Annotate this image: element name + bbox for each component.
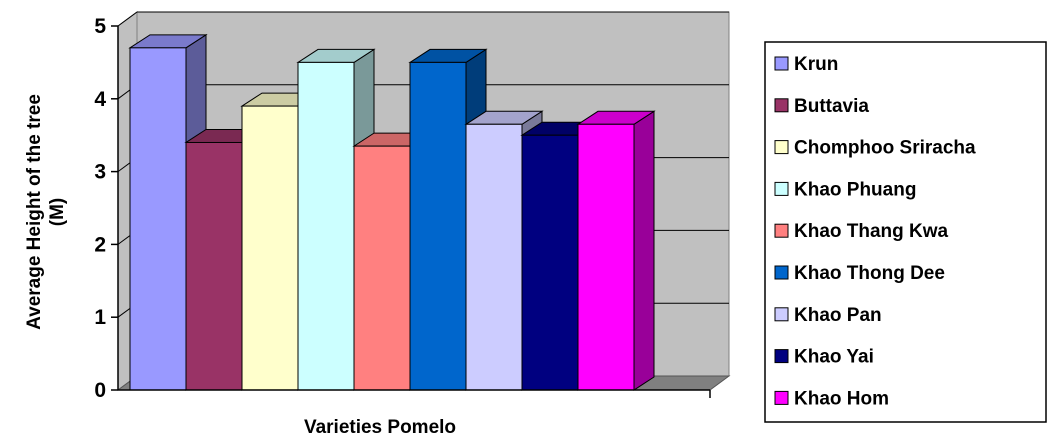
legend-item: Khao Pan (774, 305, 882, 326)
y-tick-label: 2 (94, 233, 106, 256)
legend-label: Krun (794, 54, 838, 75)
bars-layer (128, 33, 656, 391)
bar (576, 110, 656, 391)
y-tick-label: 4 (94, 88, 106, 111)
y-tick-label: 5 (94, 15, 106, 38)
legend-label: Khao Pan (794, 305, 882, 326)
legend-item: Khao Thong Dee (774, 263, 945, 284)
bar-front (241, 105, 299, 391)
legend-label: Khao Hom (794, 388, 889, 409)
legend: Krun Buttavia Chomphoo Sriracha Khao Phuang… (764, 41, 1047, 423)
legend-label: Khao Thang Kwa (794, 221, 949, 242)
legend-label: Khao Yai (794, 347, 874, 368)
legend-swatch (774, 223, 789, 238)
bar-front (185, 141, 243, 391)
legend-item: Chomphoo Sriracha (774, 138, 976, 159)
bar-front (521, 134, 579, 391)
bar-side (633, 110, 655, 391)
legend-swatch (774, 390, 789, 405)
axes-layer: 0 1 2 3 4 5 (94, 15, 711, 402)
legend-item: Khao Phuang (774, 179, 916, 200)
bar-front (577, 123, 635, 391)
bar-front (297, 61, 355, 391)
y-tick-label: 3 (94, 161, 106, 184)
legend-label: Chomphoo Sriracha (794, 138, 976, 159)
bar-front (465, 123, 523, 391)
legend-label: Buttavia (794, 96, 869, 117)
legend-item: Buttavia (774, 96, 869, 117)
legend-item: Krun (774, 54, 838, 75)
legend-swatch (774, 181, 789, 196)
legend-swatch (774, 265, 789, 280)
legend-swatch (774, 56, 789, 71)
bar-front (409, 61, 467, 391)
gridline-side (117, 11, 138, 27)
legend-label: Khao Thong Dee (794, 263, 945, 284)
y-axis-title: Average Height of the tree (24, 94, 45, 330)
legend-swatch (774, 349, 789, 364)
bar-front (353, 145, 411, 391)
y-tick-label: 1 (94, 306, 106, 329)
legend-item: Khao Yai (774, 347, 874, 368)
y-axis-title-unit: (M) (47, 198, 68, 226)
legend-item: Khao Hom (774, 388, 889, 409)
legend-item: Khao Thang Kwa (774, 221, 949, 242)
legend-swatch (774, 140, 789, 155)
bar (296, 48, 376, 391)
legend-box (764, 41, 1047, 423)
legend-swatch (774, 307, 789, 322)
y-tick-label: 0 (94, 379, 106, 402)
bar-front (129, 47, 187, 391)
x-axis-title: Varieties Pomelo (304, 417, 456, 438)
legend-label: Khao Phuang (794, 179, 916, 200)
legend-swatch (774, 98, 789, 113)
